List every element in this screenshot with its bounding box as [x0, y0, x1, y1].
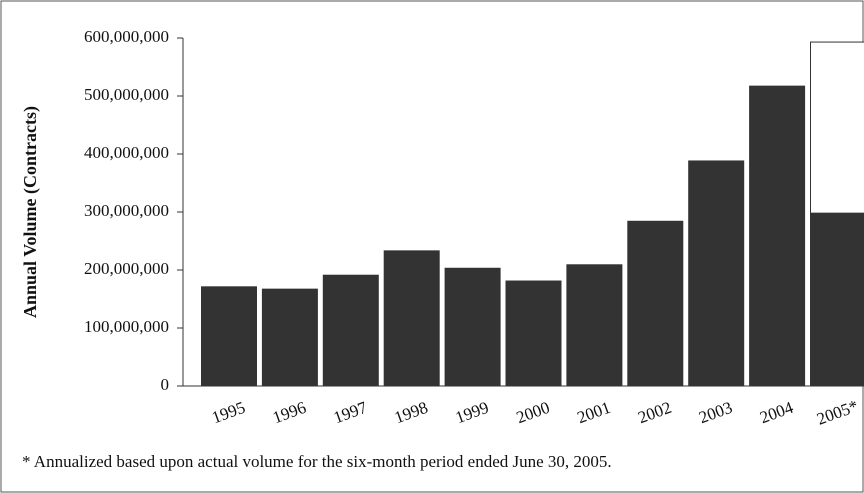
bar [261, 288, 318, 387]
bar [688, 160, 745, 387]
footnote: * Annualized based upon actual volume fo… [22, 452, 612, 471]
bar [505, 280, 562, 387]
y-axis-title: Annual Volume (Contracts) [20, 106, 41, 318]
bar [444, 267, 501, 387]
y-tick-label: 600,000,000 [84, 27, 169, 46]
y-tick-label: 200,000,000 [84, 259, 169, 278]
bar [749, 85, 806, 387]
bar [810, 41, 864, 214]
y-tick-label: 300,000,000 [84, 201, 169, 220]
bar [810, 212, 864, 387]
bar [383, 250, 440, 387]
y-tick-label: 0 [161, 375, 170, 394]
y-tick-label: 500,000,000 [84, 85, 169, 104]
y-tick-label: 100,000,000 [84, 317, 169, 336]
bar [201, 286, 257, 387]
y-tick-label: 400,000,000 [84, 143, 169, 162]
bar [566, 264, 623, 387]
bar [322, 274, 379, 387]
bar [627, 220, 684, 387]
